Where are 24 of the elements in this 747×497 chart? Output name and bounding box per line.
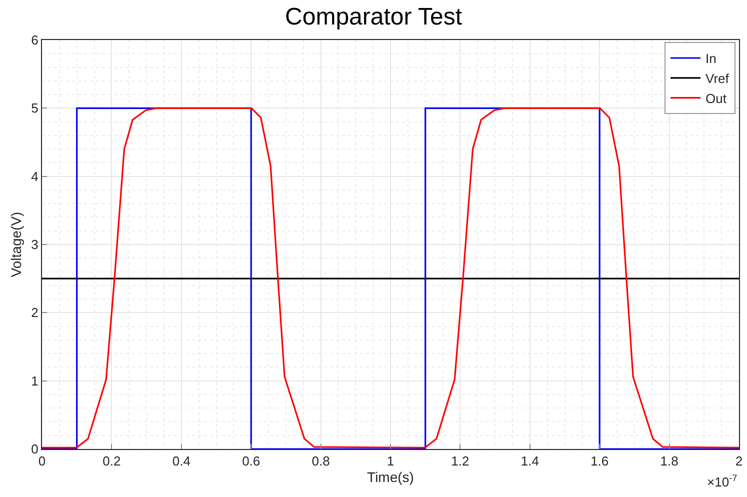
x-tick-label: 0.8 xyxy=(312,454,330,469)
y-tick-label: 1 xyxy=(31,373,38,388)
x-tick-label: 0.4 xyxy=(172,454,190,469)
text: ×10$^{-7}$ xyxy=(707,473,738,490)
legend-label: In xyxy=(706,51,716,66)
y-tick-label: 3 xyxy=(31,237,38,252)
y-tick-label: 5 xyxy=(31,100,38,116)
x-tick-label: 1 xyxy=(386,454,394,469)
y-tick-label: 4 xyxy=(31,168,38,184)
y-tick-label: 2 xyxy=(31,305,38,320)
x-tick-label: 1.6 xyxy=(590,454,609,469)
x-tick-label: 1.4 xyxy=(520,454,539,469)
x-tick-label: 1.2 xyxy=(451,454,470,469)
y-tick-label: 0 xyxy=(31,442,38,457)
x-tick-label: 1.8 xyxy=(660,454,678,469)
legend-label: Vref xyxy=(706,70,730,86)
chart-title: Comparator Test xyxy=(285,3,462,30)
x-tick-label: 0.2 xyxy=(102,454,121,469)
x-tick-label: 0.6 xyxy=(242,454,260,469)
legend-label: Out xyxy=(706,90,727,106)
x-tick-label: 2 xyxy=(735,454,743,469)
y-axis-title: Voltage(V) xyxy=(8,212,24,278)
y-tick-label: 6 xyxy=(31,32,38,48)
x-axis-title: Time(s) xyxy=(367,468,414,485)
